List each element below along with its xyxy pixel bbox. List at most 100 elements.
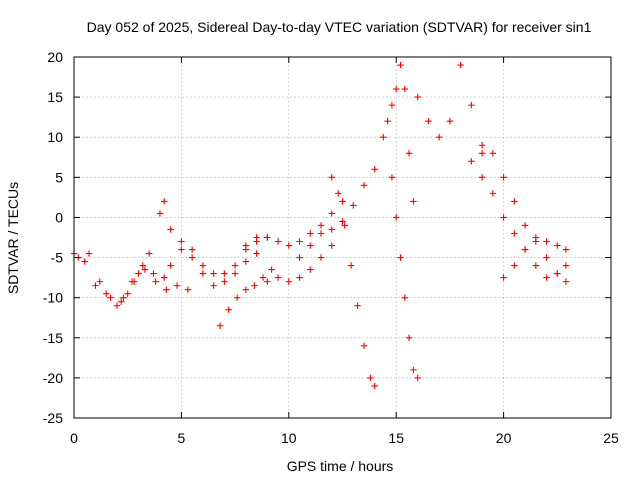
data-point (178, 246, 185, 253)
data-point (380, 134, 387, 141)
data-point (478, 142, 486, 149)
data-point (360, 182, 368, 189)
data-point (371, 382, 378, 390)
data-point (511, 230, 518, 237)
data-point (554, 270, 561, 277)
data-point (317, 222, 325, 229)
data-point (339, 198, 346, 205)
data-point (410, 198, 417, 205)
data-point (268, 266, 275, 273)
data-point (124, 290, 131, 297)
data-point (120, 294, 127, 301)
data-point (152, 278, 159, 285)
data-points (70, 61, 570, 390)
data-point (285, 278, 292, 285)
data-point (231, 270, 239, 277)
data-point (354, 302, 361, 309)
data-point (341, 222, 348, 229)
data-point (141, 266, 149, 273)
data-point (328, 242, 335, 249)
data-point (543, 238, 550, 245)
data-point (500, 214, 507, 221)
data-point (414, 93, 421, 101)
data-point (135, 270, 142, 277)
y-tick-label: 0 (55, 209, 63, 225)
data-point (457, 61, 464, 69)
data-point (103, 290, 110, 297)
data-point (405, 334, 413, 341)
data-point (562, 262, 570, 269)
data-point (350, 202, 357, 209)
data-point (150, 270, 157, 277)
data-point (264, 278, 271, 285)
data-point (388, 174, 396, 181)
data-point (397, 61, 404, 69)
data-point (347, 262, 355, 269)
data-point (367, 374, 374, 382)
data-point (167, 226, 174, 233)
data-point (130, 278, 138, 285)
y-tick-label: 5 (55, 169, 63, 185)
data-point (107, 294, 114, 301)
plot-frame (73, 56, 612, 419)
data-point (156, 210, 164, 217)
data-point (425, 117, 432, 125)
x-tick-label: 15 (388, 430, 404, 446)
y-tick-label: 15 (47, 89, 63, 105)
data-point (274, 238, 282, 245)
data-point (210, 270, 217, 277)
data-point (335, 190, 342, 197)
data-point (163, 286, 170, 293)
data-point (307, 266, 314, 273)
x-tick-labels: 0 5 10 15 20 25 (70, 430, 619, 446)
y-tick-label: -20 (43, 370, 63, 386)
x-tick-label: 25 (603, 430, 619, 446)
data-point (231, 262, 239, 269)
data-point (85, 250, 93, 257)
data-point (328, 174, 335, 181)
data-point (478, 174, 486, 181)
data-point (216, 322, 224, 329)
data-point (468, 101, 475, 109)
data-point (188, 246, 196, 253)
x-tick-label: 0 (70, 430, 78, 446)
y-tick-label: 10 (47, 129, 63, 145)
data-point (500, 174, 507, 181)
chart-title: Day 052 of 2025, Sidereal Day-to-day VTE… (87, 19, 592, 35)
data-point (328, 210, 335, 217)
data-point (253, 234, 260, 241)
x-axis-title: GPS time / hours (287, 458, 394, 474)
y-tick-label: 20 (47, 49, 63, 65)
data-point (562, 278, 570, 285)
data-point (199, 262, 207, 269)
data-point (397, 254, 404, 261)
data-point (446, 117, 454, 125)
data-point (511, 198, 518, 205)
data-point (500, 274, 507, 281)
x-tick-label: 10 (281, 430, 297, 446)
y-tick-label: -10 (43, 290, 63, 306)
data-point (161, 274, 168, 281)
data-point (414, 374, 421, 382)
data-point (521, 222, 529, 229)
data-point (251, 282, 258, 289)
x-tick-label: 20 (496, 430, 512, 446)
data-point (96, 278, 103, 285)
axis-ticks (73, 56, 612, 419)
data-point (405, 150, 413, 157)
data-point (360, 342, 368, 349)
data-point (210, 282, 217, 289)
data-point (307, 242, 314, 249)
data-point (401, 85, 408, 93)
data-point (274, 274, 282, 281)
data-point (242, 258, 250, 265)
y-tick-label: -25 (43, 410, 63, 426)
data-point (242, 286, 250, 293)
data-point (225, 306, 232, 313)
data-point (199, 270, 207, 277)
data-point (393, 214, 400, 221)
data-point (339, 218, 346, 225)
data-point (221, 278, 228, 285)
data-point (296, 254, 303, 261)
